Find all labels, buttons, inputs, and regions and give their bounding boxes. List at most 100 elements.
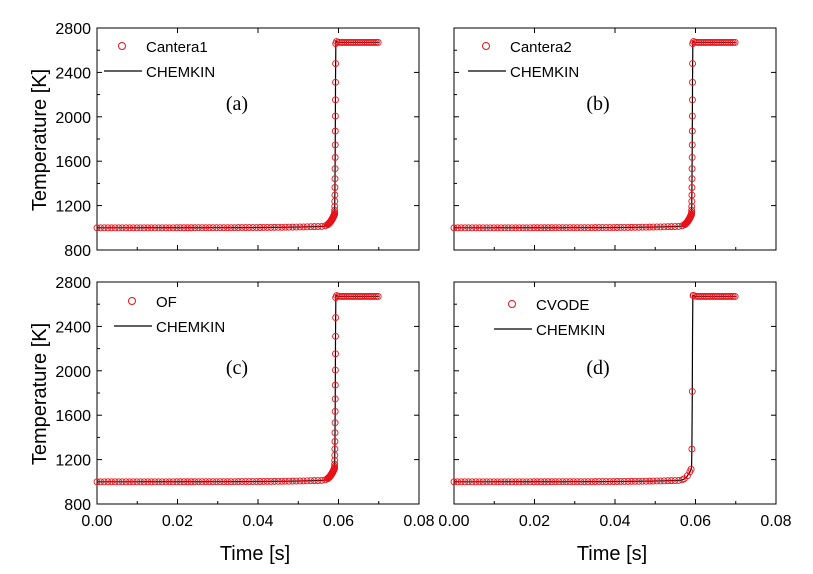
data-point-cantera1 bbox=[223, 224, 231, 232]
x-tick-label: 0.06 bbox=[323, 513, 354, 530]
y-tick-label: 800 bbox=[64, 497, 91, 514]
data-point-cvode bbox=[508, 478, 516, 486]
data-point-cantera1 bbox=[252, 224, 260, 231]
data-point-cvode bbox=[719, 292, 726, 300]
x-tick-label: 0.08 bbox=[403, 513, 434, 530]
series-line-chemkin bbox=[454, 40, 736, 229]
data-point-cantera2 bbox=[720, 38, 728, 46]
data-point-cvode bbox=[584, 478, 592, 486]
data-point-of bbox=[191, 478, 199, 486]
data-point-cantera2 bbox=[483, 224, 491, 232]
data-point-cantera2 bbox=[689, 60, 697, 68]
data-point-cvode bbox=[537, 478, 545, 486]
data-point-of bbox=[331, 381, 339, 389]
data-point-cantera1 bbox=[289, 223, 297, 231]
data-point-cvode bbox=[724, 292, 732, 300]
data-point-cvode bbox=[551, 478, 559, 486]
legend-label-chemkin: CHEMKIN bbox=[146, 64, 215, 81]
data-point-cantera1 bbox=[198, 224, 206, 232]
data-point-cantera2 bbox=[731, 38, 739, 46]
data-point-cantera1 bbox=[331, 206, 339, 214]
data-point-cvode bbox=[486, 478, 494, 486]
data-point-of bbox=[318, 476, 326, 484]
data-point-cantera1 bbox=[331, 191, 339, 199]
data-point-cvode bbox=[635, 477, 643, 485]
x-tick-label: 0.00 bbox=[81, 513, 112, 530]
data-point-cantera1 bbox=[137, 224, 144, 232]
legend-label-chemkin: CHEMKIN bbox=[536, 322, 605, 339]
data-point-cvode bbox=[631, 477, 639, 485]
data-point-cantera2 bbox=[551, 224, 559, 232]
data-point-cantera2 bbox=[472, 224, 480, 232]
data-point-cantera1 bbox=[374, 38, 382, 46]
data-point-cantera1 bbox=[296, 223, 304, 231]
data-point-cantera1 bbox=[310, 223, 318, 231]
data-point-of bbox=[367, 292, 375, 300]
data-point-cantera1 bbox=[314, 223, 322, 230]
data-point-of bbox=[372, 292, 380, 300]
data-point-cantera1 bbox=[187, 224, 195, 232]
data-point-cvode bbox=[494, 478, 501, 486]
data-point-cvode bbox=[617, 478, 625, 485]
legend-label-cvode: CVODE bbox=[536, 297, 589, 314]
data-point-cantera1 bbox=[169, 224, 177, 232]
data-point-cantera2 bbox=[490, 224, 498, 232]
x-tick-label: 0.04 bbox=[599, 513, 630, 530]
data-point-of bbox=[267, 477, 275, 485]
data-point-of bbox=[147, 478, 155, 486]
y-tick-label: 2800 bbox=[55, 275, 91, 292]
data-point-of bbox=[356, 292, 364, 300]
data-point-cantera2 bbox=[533, 224, 541, 232]
data-point-of bbox=[256, 478, 264, 485]
data-point-cantera1 bbox=[245, 224, 253, 232]
data-point-cantera2 bbox=[646, 223, 654, 231]
data-point-cvode bbox=[580, 478, 588, 486]
data-point-of bbox=[231, 478, 239, 486]
data-point-cantera1 bbox=[133, 224, 141, 232]
y-axis-title-top: Temperature [K] bbox=[29, 69, 51, 211]
data-point-cvode bbox=[697, 292, 705, 300]
data-point-cantera1 bbox=[372, 38, 380, 46]
data-point-cantera2 bbox=[711, 38, 719, 46]
data-point-cvode bbox=[660, 477, 668, 485]
data-point-cvode bbox=[620, 477, 628, 485]
data-point-of bbox=[331, 366, 339, 374]
data-point-of bbox=[180, 478, 188, 486]
data-point-of bbox=[281, 477, 289, 485]
data-point-cantera2 bbox=[624, 223, 632, 231]
data-point-of bbox=[342, 292, 349, 300]
data-point-cantera1 bbox=[281, 223, 289, 231]
data-point-cvode bbox=[461, 478, 469, 486]
x-axis-title-left: Time [s] bbox=[220, 543, 290, 565]
data-point-cantera2 bbox=[726, 38, 734, 46]
x-tick-label: 0.02 bbox=[519, 513, 550, 530]
data-point-cvode bbox=[599, 478, 606, 486]
data-point-of bbox=[263, 477, 271, 485]
data-point-cvode bbox=[684, 472, 691, 480]
data-point-cantera2 bbox=[580, 224, 588, 232]
data-point-cvode bbox=[497, 478, 505, 486]
data-point-of bbox=[285, 477, 293, 485]
data-point-cantera1 bbox=[129, 224, 137, 232]
data-point-cantera1 bbox=[336, 38, 344, 46]
data-point-of bbox=[194, 478, 202, 486]
data-point-cantera2 bbox=[562, 224, 570, 232]
data-point-cantera2 bbox=[702, 38, 710, 46]
data-point-cantera1 bbox=[363, 38, 371, 46]
data-point-cantera1 bbox=[343, 38, 351, 46]
data-point-cvode bbox=[726, 292, 734, 300]
data-point-cantera2 bbox=[715, 38, 723, 46]
y-tick-label: 2000 bbox=[55, 110, 91, 127]
data-point-cvode bbox=[566, 478, 574, 486]
data-point-cantera2 bbox=[722, 38, 730, 46]
data-point-of bbox=[331, 429, 339, 437]
data-point-cantera2 bbox=[688, 141, 696, 149]
data-point-of bbox=[111, 478, 119, 486]
data-point-cantera2 bbox=[642, 223, 650, 231]
data-point-cantera2 bbox=[573, 224, 581, 232]
y-tick-label: 2400 bbox=[55, 65, 91, 82]
data-point-of bbox=[227, 478, 235, 486]
data-point-cvode bbox=[472, 478, 480, 486]
data-point-cantera1 bbox=[238, 224, 246, 232]
data-point-cvode bbox=[646, 477, 654, 485]
